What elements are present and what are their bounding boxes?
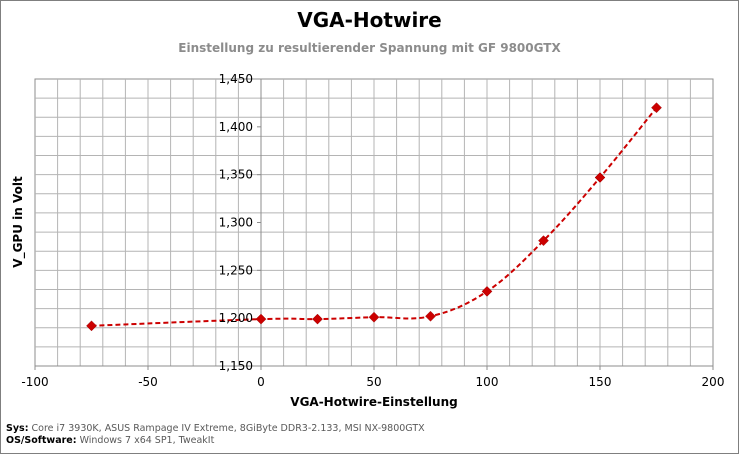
x-tick-label: 100 — [476, 375, 499, 389]
y-tick-label: 1,200 — [219, 311, 253, 325]
x-tick-label: 0 — [257, 375, 265, 389]
y-tick-label: 1,250 — [219, 263, 253, 277]
data-point-marker — [538, 235, 549, 247]
data-point-marker — [255, 313, 267, 325]
chart-title: VGA-Hotwire — [297, 8, 442, 32]
footer: Sys: Core i7 3930K, ASUS Rampage IV Extr… — [6, 423, 425, 447]
tick-labels: 1,150 1,200 1,250 1,300 1,350 1,400 1,450 -100 -… — [21, 72, 724, 389]
x-tick-label: -100 — [21, 375, 48, 389]
data-series — [86, 102, 662, 332]
data-point-marker — [425, 310, 436, 322]
footer-sys-line: Sys: Core i7 3930K, ASUS Rampage IV Extr… — [6, 423, 425, 435]
y-tick-label: 1,150 — [219, 359, 253, 373]
data-point-marker — [481, 286, 493, 297]
sys-value: Core i7 3930K, ASUS Rampage IV Extreme, … — [31, 423, 425, 434]
footer-os-line: OS/Software: Windows 7 x64 SP1, TweakIt — [6, 435, 425, 447]
os-label: OS/Software: — [6, 435, 77, 446]
data-point-marker — [312, 313, 323, 325]
y-axis-title: V_GPU in Volt — [11, 176, 26, 268]
y-tick-label: 1,300 — [219, 216, 253, 230]
x-tick-label: 200 — [702, 375, 725, 389]
x-tick-label: 150 — [589, 375, 612, 389]
y-tick-label: 1,350 — [219, 168, 253, 182]
y-tick-label: 1,400 — [219, 120, 253, 134]
data-point-marker — [651, 102, 662, 114]
data-point-marker — [594, 172, 606, 183]
data-point-marker — [86, 320, 97, 332]
os-value: Windows 7 x64 SP1, TweakIt — [79, 435, 215, 446]
x-tick-label: 50 — [366, 375, 381, 389]
y-tick-label: 1,450 — [219, 72, 253, 86]
sys-label: Sys: — [6, 423, 29, 434]
x-axis-title: VGA-Hotwire-Einstellung — [290, 395, 457, 409]
data-point-marker — [368, 311, 380, 323]
chart-subtitle: Einstellung zu resultierender Spannung m… — [178, 41, 561, 55]
x-tick-label: -50 — [138, 375, 158, 389]
